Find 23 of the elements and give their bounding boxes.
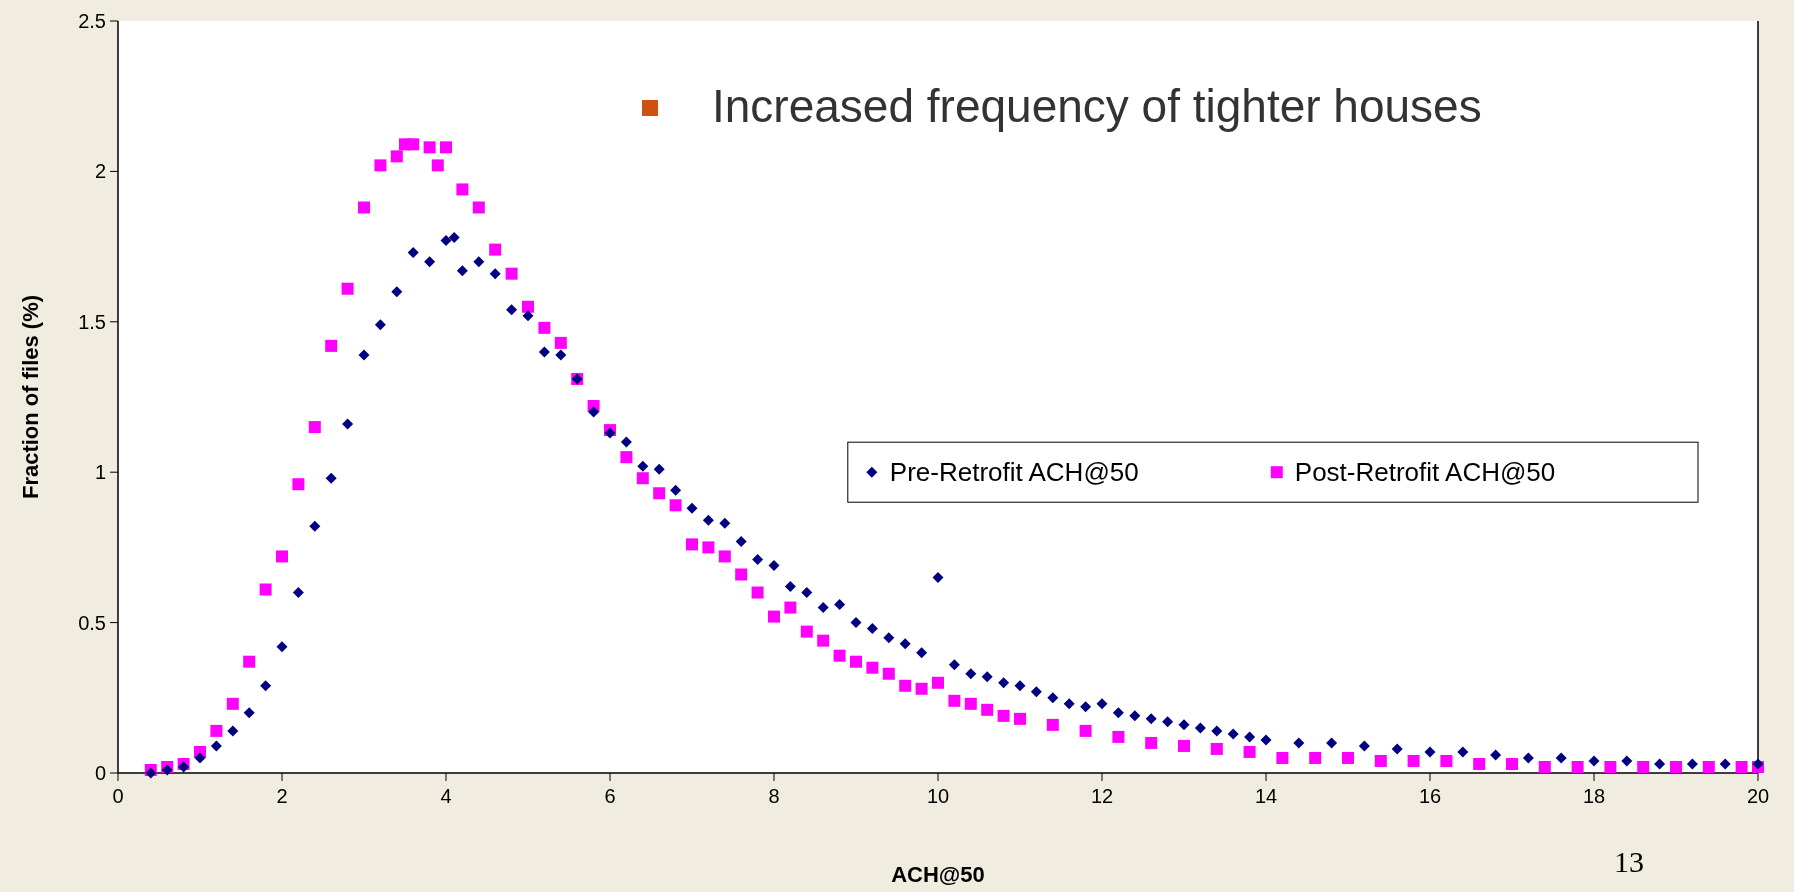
y-tick-label: 1.5 [78,310,106,333]
x-tick-label: 0 [112,785,124,807]
x-tick-label: 14 [1254,785,1278,807]
x-tick-label: 4 [440,785,452,807]
x-tick-label: 10 [926,785,950,807]
x-tick-label: 6 [604,785,616,807]
y-axis-title: Fraction of files (%) [18,294,43,500]
y-tick-label: 1 [94,461,106,484]
y-tick-label: 2 [94,160,106,183]
legend-label: Pre-Retrofit ACH@50 [889,457,1139,488]
x-tick-label: 2 [276,785,288,807]
legend-label: Post-Retrofit ACH@50 [1294,457,1556,488]
x-tick-label: 20 [1746,785,1770,807]
x-tick-label: 18 [1582,785,1606,807]
x-axis-title: ACH@50 [891,862,985,887]
x-tick-label: 16 [1418,785,1442,807]
x-tick-label: 8 [768,785,780,807]
text: 13 [1614,845,1644,878]
y-tick-label: 0.5 [78,611,106,634]
x-tick-label: 12 [1090,785,1114,807]
y-tick-label: 0 [94,762,106,784]
y-tick-label: 2.5 [78,10,106,32]
annotation: Increased frequency of tighter houses [712,80,1482,132]
